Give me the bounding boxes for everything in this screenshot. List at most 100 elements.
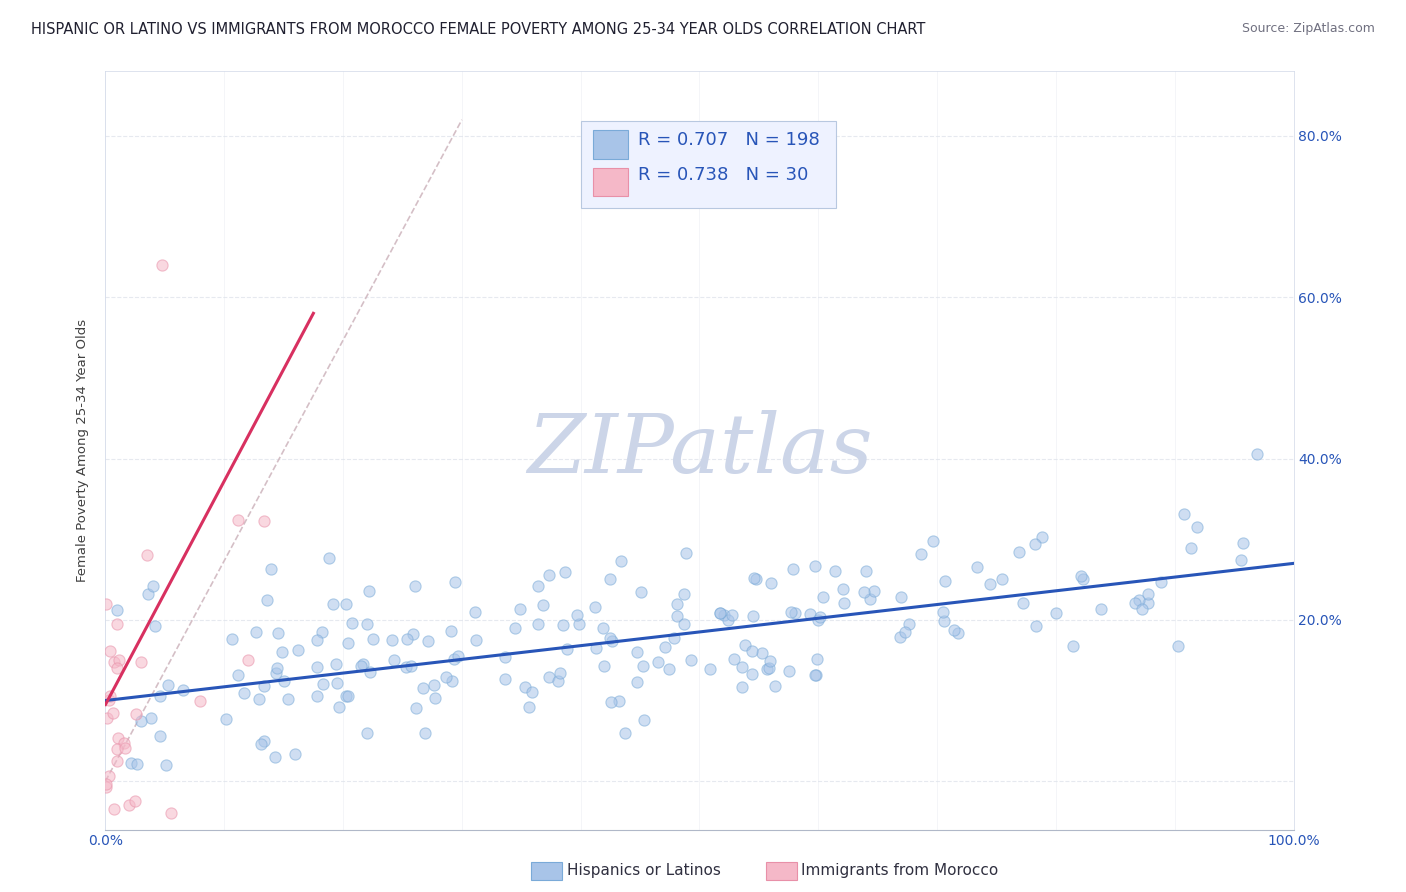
Point	[713, 607, 735, 622]
Point	[547, 673, 569, 688]
Point	[247, 691, 270, 706]
Point	[755, 662, 778, 676]
FancyBboxPatch shape	[592, 129, 628, 159]
Point	[1071, 572, 1094, 586]
Point	[731, 680, 754, 694]
Point	[759, 654, 782, 668]
Point	[423, 678, 446, 692]
Point	[221, 632, 243, 647]
Point	[326, 676, 349, 690]
Point	[946, 626, 969, 640]
Point	[253, 734, 276, 748]
Point	[103, 655, 125, 669]
Point	[699, 662, 721, 676]
Point	[626, 645, 648, 659]
Point	[966, 560, 988, 574]
Point	[1167, 640, 1189, 654]
Point	[226, 668, 249, 682]
Point	[548, 666, 571, 681]
Point	[1012, 596, 1035, 610]
Point	[600, 633, 623, 648]
Point	[1123, 596, 1146, 610]
Point	[253, 514, 276, 528]
Point	[932, 605, 955, 619]
Point	[103, 802, 125, 816]
Point	[554, 566, 576, 580]
Point	[494, 672, 516, 686]
Point	[782, 562, 804, 576]
Point	[1246, 447, 1268, 461]
Point	[124, 794, 146, 808]
Point	[307, 660, 329, 674]
Point	[806, 652, 828, 666]
Point	[114, 741, 136, 756]
Point	[141, 579, 163, 593]
Point	[250, 737, 273, 751]
Point	[600, 695, 623, 709]
Point	[799, 607, 821, 621]
Point	[894, 624, 917, 639]
Point	[1150, 574, 1173, 589]
Point	[910, 547, 932, 561]
Text: ZIPatlas: ZIPatlas	[527, 410, 872, 491]
Point	[382, 652, 405, 666]
Point	[447, 649, 470, 664]
Point	[741, 644, 763, 658]
Point	[381, 632, 404, 647]
Point	[859, 591, 882, 606]
Point	[141, 711, 163, 725]
Point	[108, 653, 131, 667]
Point	[763, 679, 786, 693]
Point	[105, 661, 128, 675]
Point	[1180, 541, 1202, 555]
Point	[1185, 520, 1208, 534]
Point	[273, 674, 295, 689]
Point	[721, 608, 744, 623]
Point	[359, 665, 381, 679]
Point	[120, 756, 142, 771]
Point	[94, 597, 117, 611]
Point	[143, 619, 166, 633]
Point	[443, 575, 465, 590]
Point	[1062, 639, 1084, 653]
Point	[107, 731, 129, 745]
Point	[758, 661, 780, 675]
Point	[148, 690, 170, 704]
Point	[214, 712, 236, 726]
Point	[509, 602, 531, 616]
Point	[503, 622, 526, 636]
Point	[98, 693, 121, 707]
Point	[94, 777, 117, 791]
Point	[136, 587, 159, 601]
Point	[889, 630, 911, 644]
Point	[96, 711, 118, 725]
Point	[808, 609, 831, 624]
Point	[260, 562, 283, 576]
Point	[585, 641, 607, 656]
Point	[751, 646, 773, 660]
Point	[245, 625, 267, 640]
Point	[778, 665, 800, 679]
Point	[1024, 537, 1046, 551]
Point	[356, 616, 378, 631]
Point	[335, 597, 357, 611]
Point	[305, 632, 328, 647]
Point	[658, 663, 681, 677]
Point	[277, 692, 299, 706]
Point	[232, 686, 254, 700]
Point	[734, 638, 756, 652]
Point	[352, 657, 374, 672]
Point	[855, 564, 877, 578]
Point	[626, 675, 648, 690]
Point	[745, 572, 768, 586]
Point	[633, 713, 655, 727]
Point	[236, 653, 259, 667]
Point	[311, 624, 333, 639]
Point	[522, 685, 544, 699]
Point	[921, 533, 943, 548]
Point	[832, 596, 855, 610]
Point	[152, 258, 174, 272]
Point	[148, 730, 170, 744]
Point	[806, 668, 828, 682]
Point	[441, 673, 464, 688]
